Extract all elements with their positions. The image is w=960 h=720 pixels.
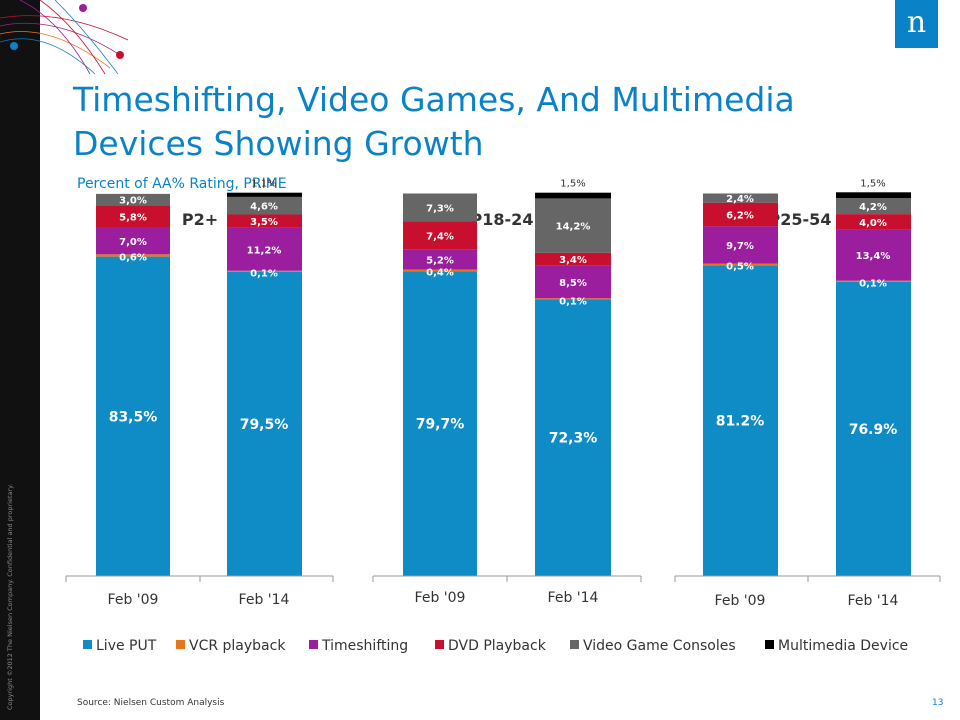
legend-label: Live PUT (96, 638, 157, 654)
bar-segment-video-game-consoles (96, 193, 170, 206)
legend-swatch-video-game-consoles (570, 640, 579, 649)
data-label: 3,4% (559, 255, 587, 266)
data-label: 5,2% (426, 256, 454, 267)
panel-title: P2+ (182, 210, 218, 229)
data-label: 11,2% (247, 245, 282, 256)
data-label: 1,5% (560, 179, 585, 190)
bar-segment-live-put (227, 271, 302, 576)
bar-segment-dvd-playback (96, 205, 170, 228)
bar-segment-timeshifting (96, 227, 170, 255)
data-label: 4,2% (859, 202, 887, 213)
bar-segment-video-game-consoles (535, 198, 611, 253)
data-label: 1,5% (860, 178, 885, 189)
bar-segment-timeshifting (403, 249, 477, 270)
data-label: 3,0% (119, 196, 147, 207)
bar-segment-multimedia-device (836, 192, 911, 199)
bar-segment-live-put (535, 299, 611, 576)
bar-segment-dvd-playback (227, 214, 302, 228)
data-label: 8,5% (559, 278, 587, 289)
data-label: 4,6% (250, 202, 278, 213)
data-label: 0,4% (426, 268, 454, 279)
bar-segment-vcr-playback (703, 263, 778, 266)
panel-title: P18-24 (471, 210, 534, 229)
category-label: Feb '09 (415, 590, 466, 606)
bar-segment-live-put (703, 265, 778, 576)
category-label: Feb '14 (548, 590, 599, 606)
bar-segment-dvd-playback (836, 214, 911, 230)
data-label: 6,2% (726, 211, 754, 222)
bar-segment-live-put (96, 256, 170, 576)
data-label: 0,1% (250, 269, 278, 280)
source-note: Source: Nielsen Custom Analysis (77, 698, 225, 708)
bar-segment-vcr-playback (535, 298, 611, 300)
bar-segment-live-put (403, 271, 477, 576)
chart-panel-p25-54: P25-54 81.2% 0,5% 9,7% 6,2% 2,4% Feb '09 76.9% 0… (674, 178, 941, 609)
chart-legend: Live PUT VCR playback Timeshifting DVD Play… (83, 638, 908, 654)
data-label: 0,5% (726, 261, 754, 272)
legend-label: Video Game Consoles (583, 638, 736, 654)
bar-segment-multimedia-device (227, 192, 302, 197)
data-label: 14,2% (556, 222, 591, 233)
bar-segment-timeshifting (836, 229, 911, 281)
bar-segment-vcr-playback (836, 280, 911, 282)
data-label: 0,6% (119, 252, 147, 263)
category-label: Feb '09 (108, 592, 159, 608)
panel-title: P25-54 (769, 210, 832, 229)
data-label: 72,3% (549, 431, 598, 447)
category-label: Feb '14 (239, 592, 290, 608)
data-label: 79,7% (416, 417, 465, 433)
chart-panel-p18-24: P18-24 79,7% 0,4%5,2% 7,4% 7,3% Feb '09 72,3% 0… (372, 179, 642, 606)
legend-label: VCR playback (189, 638, 286, 654)
data-label: 0,1% (859, 279, 887, 290)
data-label: 1,1% (251, 179, 276, 190)
data-label: 5,8% (119, 212, 147, 223)
data-label: 3,5% (250, 217, 278, 228)
data-label: 83,5% (109, 409, 158, 425)
legend-swatch-live-put (83, 640, 92, 649)
category-label: Feb '14 (848, 593, 899, 609)
data-label: 7,3% (426, 203, 454, 214)
nielsen-logo: n (895, 0, 938, 48)
data-label: 2,4% (726, 194, 754, 205)
bar-segment-timeshifting (535, 265, 611, 299)
left-strip (0, 0, 40, 720)
decorative-swirl (0, 0, 129, 75)
chart-subtitle: Percent of AA% Rating, PRIME (77, 176, 287, 192)
legend-label: Multimedia Device (778, 638, 908, 654)
bar-segment-vcr-playback (227, 270, 302, 272)
bar-segment-dvd-playback (703, 202, 778, 227)
bar-segment-vcr-playback (96, 254, 170, 257)
bar-segment-multimedia-device (535, 192, 611, 199)
legend-label: DVD Playback (448, 638, 547, 654)
data-label: 13,4% (856, 251, 891, 262)
bar-segment-timeshifting (227, 227, 302, 271)
bar-segment-video-game-consoles (836, 198, 911, 215)
legend-swatch-dvd-playback (435, 640, 444, 649)
category-label: Feb '09 (715, 593, 766, 609)
bar-segment-video-game-consoles (227, 196, 302, 215)
bar-segment-vcr-playback (403, 269, 477, 272)
page-title: Timeshifting, Video Games, And Multimedi… (73, 80, 795, 163)
data-label: 81.2% (716, 414, 765, 430)
bar-segment-live-put (836, 281, 911, 576)
bar-segment-timeshifting (703, 226, 778, 264)
data-label: 4,0% (859, 218, 887, 229)
data-label: 79,5% (240, 417, 289, 433)
data-label: 7,4% (426, 232, 454, 243)
bar-segment-video-game-consoles (403, 193, 477, 222)
legend-swatch-timeshifting (309, 640, 318, 649)
page-number: 13 (932, 698, 944, 708)
legend-swatch-multimedia-device (765, 640, 774, 649)
legend-label: Timeshifting (321, 638, 408, 654)
legend-swatch-vcr-playback (176, 640, 185, 649)
data-label: 76.9% (849, 422, 898, 438)
bar-segment-video-game-consoles (703, 193, 778, 203)
chart-panel-p2: P2+ 83,5% 0,6% 7,0% 5,8% 3,0% Feb '09 79,5% 0,1%… (65, 179, 334, 608)
data-label: 7,0% (119, 237, 147, 248)
data-label: 9,7% (726, 241, 754, 252)
bar-segment-dvd-playback (535, 252, 611, 266)
bar-segment-dvd-playback (403, 221, 477, 250)
data-label: 0,1% (559, 296, 587, 307)
